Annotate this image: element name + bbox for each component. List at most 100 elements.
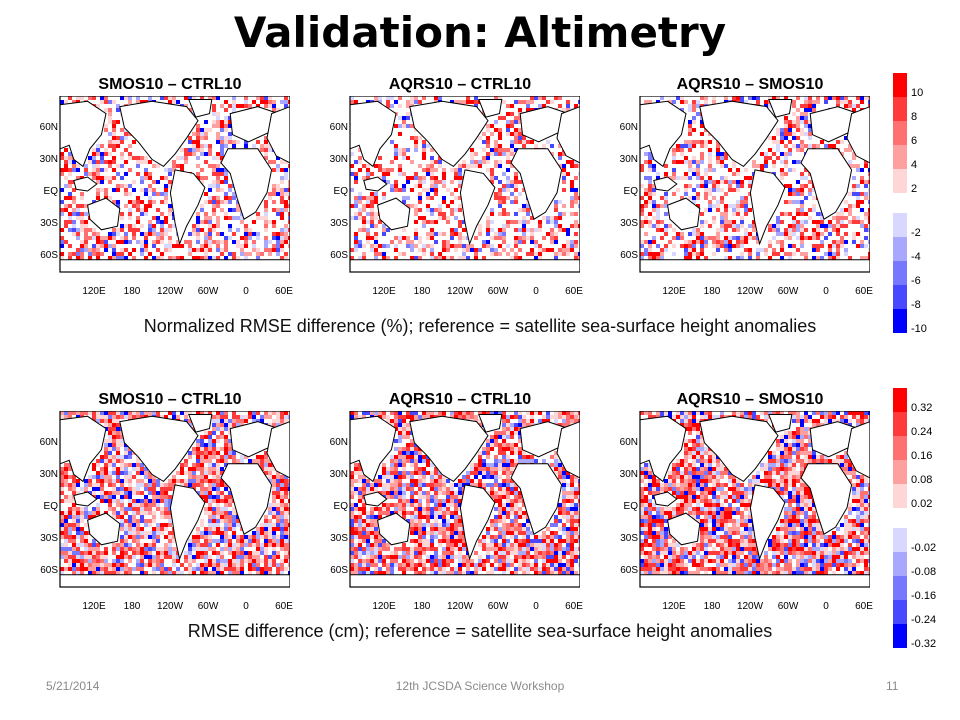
- panel-title-bottom-2: AQRS10 – CTRL10: [388, 391, 532, 408]
- colorbar-swatch: [893, 552, 907, 576]
- lon-tick-label: 120W: [446, 286, 474, 297]
- footer-page-number: 11: [886, 679, 899, 693]
- lon-tick-label: 180: [703, 286, 721, 297]
- lon-tick-label: 180: [703, 601, 721, 612]
- lat-tick-label: 60N: [329, 437, 348, 448]
- colorbar-swatch: [893, 213, 907, 237]
- colorbar-swatch: [893, 576, 907, 600]
- slide-title: Validation: Altimetry: [233, 8, 727, 57]
- lat-tick-label: 60S: [620, 565, 638, 576]
- map-border: [639, 96, 870, 273]
- lat-tick-label: 60N: [39, 122, 58, 133]
- lat-tick-label: 30N: [619, 469, 638, 480]
- colorbar-swatch: [893, 624, 907, 648]
- colorbar-label: -0.02: [911, 542, 937, 554]
- lat-tick-label: 30S: [330, 533, 348, 544]
- map-bottom-smos-ctrl: 60N 30N EQ 30S 60S 120E 180 120W 60W 0 60E: [40, 411, 293, 621]
- lon-tick-label: 60E: [855, 286, 873, 297]
- lat-tick-label: 30S: [330, 218, 348, 229]
- colorbar-label: -0.24: [911, 614, 937, 626]
- lat-tick-label: 60S: [40, 565, 58, 576]
- lon-tick-label: 0: [243, 286, 249, 297]
- footer-date: 5/21/2014: [46, 679, 100, 693]
- map-border: [639, 411, 870, 588]
- colorbar-label: -4: [911, 251, 921, 263]
- colorbar-label: -0.16: [911, 590, 937, 602]
- lat-tick-label: EQ: [333, 501, 348, 512]
- colorbar-swatch: [893, 484, 907, 508]
- lat-tick-label: 30N: [39, 154, 58, 165]
- panel-title-top-1: SMOS10 – CTRL10: [98, 76, 242, 93]
- coastlines: [59, 99, 290, 273]
- colorbar-swatch: [893, 261, 907, 285]
- map-border: [349, 96, 580, 273]
- lon-tick-label: 60W: [487, 601, 509, 612]
- map-top-aqrs-smos: 60N 30N EQ 30S 60S 120E 180 120W 60W 0 60E: [620, 96, 873, 306]
- lon-tick-label: 120E: [82, 286, 106, 297]
- lat-tick-label: EQ: [623, 501, 638, 512]
- anomaly-field: [60, 411, 290, 575]
- colorbar-swatch: [893, 528, 907, 552]
- map-border: [59, 96, 290, 273]
- panel-title-top-3: AQRS10 – SMOS10: [676, 76, 824, 93]
- lat-tick-label: 60N: [619, 437, 638, 448]
- coastlines: [349, 414, 580, 588]
- lon-tick-label: 0: [823, 286, 829, 297]
- lon-tick-label: 60W: [197, 286, 219, 297]
- lon-tick-label: 120W: [156, 286, 184, 297]
- lat-tick-label: 60N: [329, 122, 348, 133]
- colorbar-swatch: [893, 309, 907, 333]
- footer-event: 12th JCSDA Science Workshop: [395, 679, 565, 693]
- colorbar-swatch: [893, 145, 907, 169]
- lat-tick-label: 30S: [40, 533, 58, 544]
- lon-tick-label: 120W: [736, 286, 764, 297]
- colorbar-swatch: [893, 73, 907, 97]
- colorbar-swatch: [893, 388, 907, 412]
- colorbar-label: -8: [911, 299, 921, 311]
- colorbar-swatch: [893, 121, 907, 145]
- coastlines: [639, 414, 870, 588]
- lon-tick-label: 60E: [565, 286, 583, 297]
- lon-tick-label: 60W: [197, 601, 219, 612]
- lon-tick-label: 0: [533, 286, 539, 297]
- map-top-aqrs-ctrl: 60N 30N EQ 30S 60S 120E 180 120W 60W 0 60E: [330, 96, 583, 306]
- lon-tick-label: 180: [123, 286, 141, 297]
- lon-tick-label: 180: [413, 286, 431, 297]
- colorbar-label: 10: [911, 87, 924, 99]
- colorbar-swatch: [893, 600, 907, 624]
- colorbar-label: -10: [911, 323, 927, 335]
- lon-tick-label: 120E: [372, 286, 396, 297]
- lon-tick-label: 180: [123, 601, 141, 612]
- colorbar-swatch: [893, 285, 907, 309]
- colorbar-swatch: [893, 412, 907, 436]
- colorbar-label: 8: [911, 111, 918, 123]
- panel-title-bottom-3: AQRS10 – SMOS10: [676, 391, 824, 408]
- colorbar-label: 4: [911, 159, 918, 171]
- map-border: [59, 411, 290, 588]
- colorbar-label: 0.16: [911, 450, 933, 462]
- colorbar-label: -2: [911, 227, 921, 239]
- lat-tick-label: 30S: [620, 218, 638, 229]
- anomaly-field: [640, 96, 870, 260]
- colorbar-swatch: [893, 436, 907, 460]
- lon-tick-label: 120W: [736, 601, 764, 612]
- coastlines: [349, 99, 580, 273]
- lon-tick-label: 60W: [777, 601, 799, 612]
- caption-bottom: RMSE difference (cm); reference = satell…: [187, 621, 773, 641]
- lat-tick-label: EQ: [43, 501, 58, 512]
- coastlines: [639, 99, 870, 273]
- lat-tick-label: 30N: [619, 154, 638, 165]
- colorbar-label: 6: [911, 135, 918, 147]
- caption-top: Normalized RMSE difference (%); referenc…: [143, 316, 817, 336]
- lat-tick-label: 30S: [40, 218, 58, 229]
- lon-tick-label: 0: [823, 601, 829, 612]
- map-bottom-aqrs-ctrl: 60N 30N EQ 30S 60S 120E 180 120W 60W 0 60E: [330, 411, 583, 621]
- lat-tick-label: 60N: [39, 437, 58, 448]
- lon-tick-label: 60E: [275, 601, 293, 612]
- lat-tick-label: 30N: [329, 154, 348, 165]
- colorbar-label: 0.32: [911, 402, 933, 414]
- colorbar-label: -6: [911, 275, 921, 287]
- colorbar-swatch: [893, 97, 907, 121]
- colorbar-swatch: [893, 237, 907, 261]
- colorbar-label: -0.32: [911, 638, 937, 650]
